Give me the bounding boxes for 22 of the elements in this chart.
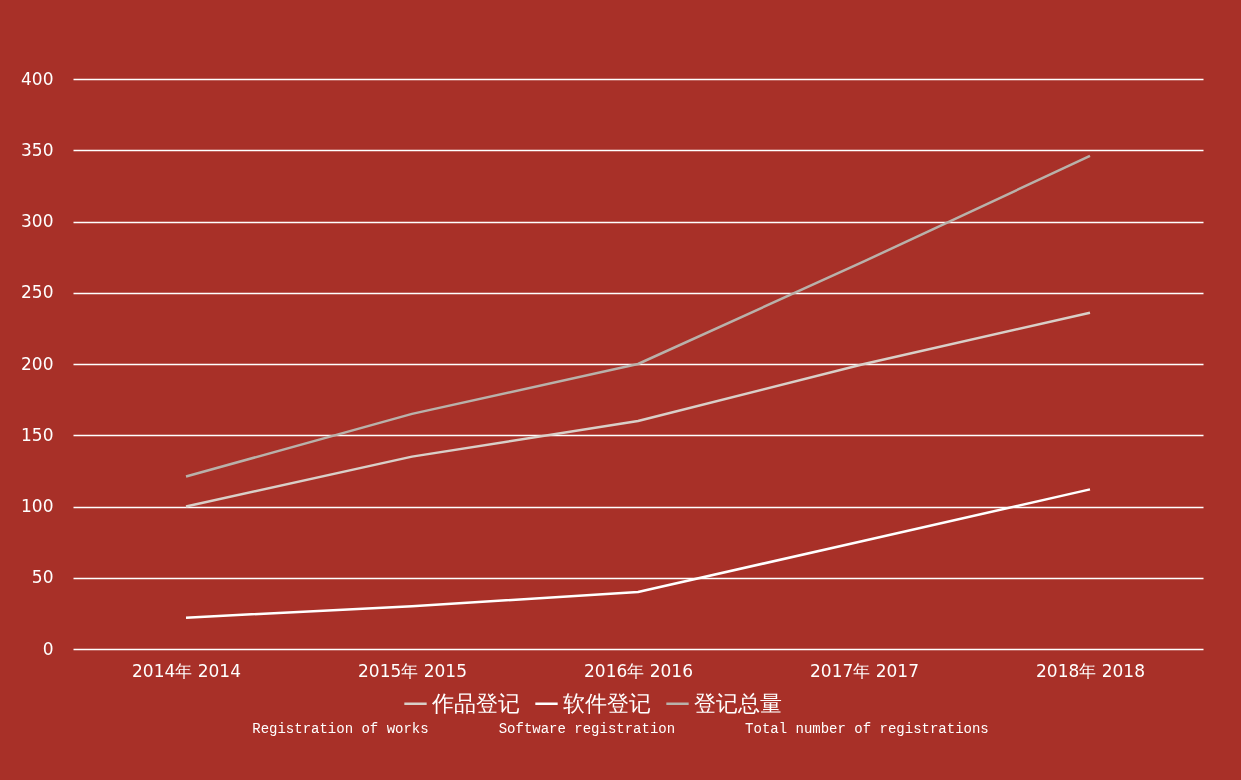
y-tick-label: 350 — [21, 139, 54, 160]
y-tick-label: 300 — [21, 211, 54, 231]
legend-label: 登记总量 — [694, 690, 782, 716]
x-tick-label: 2016年 2016 — [584, 660, 693, 681]
text: Total number of registrations — [745, 721, 989, 737]
legend-label: 作品登记 — [431, 690, 520, 716]
y-tick-label: 0 — [42, 638, 54, 659]
y-tick-label: 50 — [31, 567, 54, 588]
text: Software registration — [498, 721, 676, 737]
y-tick-label: 100 — [21, 496, 54, 516]
y-tick-label: 150 — [21, 424, 54, 445]
line-series — [184, 311, 1092, 508]
y-tick-label: 400 — [21, 68, 54, 89]
legend-label: 软件登记 — [563, 690, 651, 716]
text: Registration of works — [252, 721, 429, 737]
y-tick-label: 200 — [21, 353, 54, 374]
x-tick-label: 2018年 2018 — [1036, 660, 1145, 681]
y-tick-label: 250 — [21, 282, 54, 303]
x-tick-label: 2014年 2014 — [132, 660, 241, 681]
line-series — [184, 154, 1092, 478]
x-tick-label: 2015年 2015 — [358, 660, 467, 681]
x-tick-label: 2017年 2017 — [810, 660, 919, 681]
